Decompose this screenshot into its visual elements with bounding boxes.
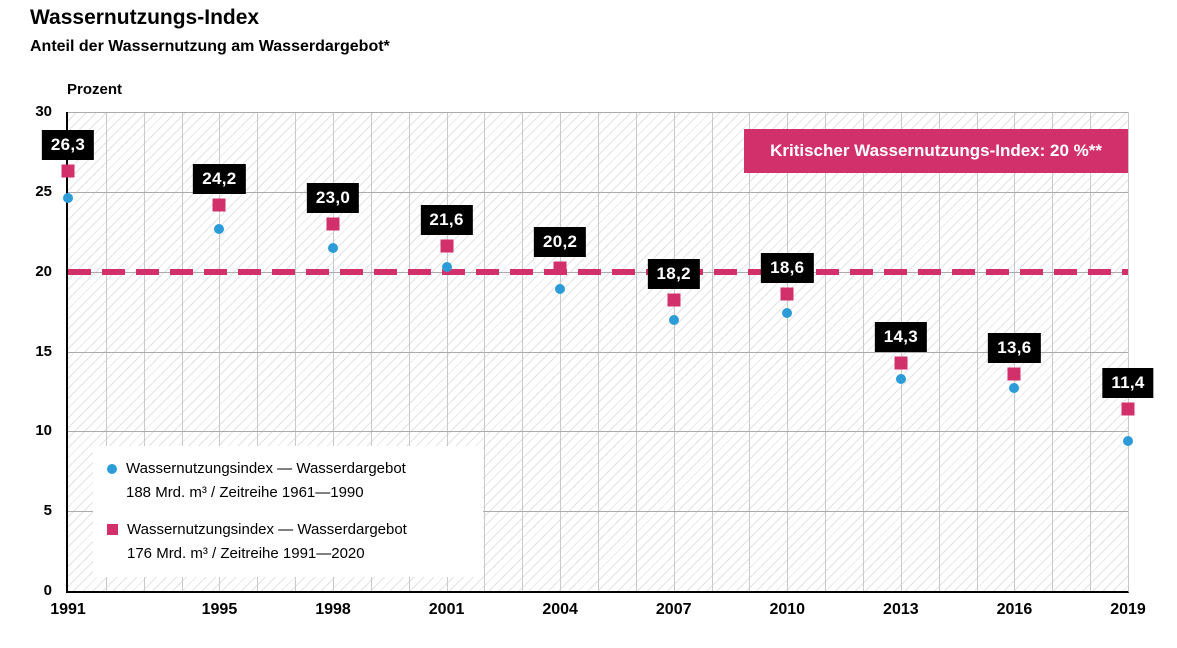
legend-line-2: 176 Mrd. m³ / Zeitreihe 1991—2020 bbox=[127, 545, 365, 562]
legend-line-1: Wassernutzungsindex — Wasserdargebot bbox=[127, 521, 407, 538]
gridline-value-10 bbox=[68, 431, 1128, 433]
data-point-square-2019 bbox=[1121, 402, 1135, 416]
value-label-2016: 13,6 bbox=[988, 332, 1041, 363]
chart-title: Wassernutzungs-Index bbox=[30, 6, 260, 29]
data-point-circle-2019 bbox=[1123, 435, 1133, 446]
blue-circle-marker-icon bbox=[107, 464, 117, 474]
x-tick-1995: 1995 bbox=[201, 601, 238, 618]
data-point-square-1991 bbox=[61, 164, 75, 178]
x-tick-2016: 2016 bbox=[996, 601, 1033, 618]
value-label-2004: 20,2 bbox=[533, 227, 587, 258]
y-tick-15: 15 bbox=[35, 342, 52, 360]
y-tick-5: 5 bbox=[43, 502, 52, 520]
value-label-2007: 18,2 bbox=[647, 259, 700, 290]
value-label-1991: 26,3 bbox=[41, 130, 95, 161]
value-label-1998: 23,0 bbox=[306, 182, 360, 213]
x-tick-1991: 1991 bbox=[50, 601, 86, 618]
gridline-value-5 bbox=[68, 511, 1128, 513]
data-point-circle-2010 bbox=[782, 308, 793, 319]
critical-threshold-dashed-line bbox=[68, 268, 1128, 275]
plot-area: 26,3 24,2 23,0 21,6 20,2 18,2 18,6 14,3 13,6 11,4… bbox=[41, 112, 1154, 593]
data-point-circle-2013 bbox=[895, 373, 906, 384]
data-point-square-2007 bbox=[667, 293, 681, 307]
data-point-square-2004 bbox=[553, 261, 567, 275]
gridline-value-30 bbox=[68, 112, 1128, 113]
data-point-circle-2001 bbox=[441, 261, 452, 272]
x-tick-2010: 2010 bbox=[769, 601, 806, 618]
data-point-circle-1995 bbox=[214, 223, 225, 234]
gridline-value-15 bbox=[68, 351, 1128, 353]
x-tick-1998: 1998 bbox=[315, 601, 351, 618]
data-point-circle-2007 bbox=[668, 314, 679, 325]
data-point-square-2016 bbox=[1007, 367, 1021, 381]
data-point-square-1995 bbox=[212, 198, 226, 212]
x-tick-2019: 2019 bbox=[1110, 601, 1146, 618]
data-point-circle-1998 bbox=[328, 242, 338, 253]
data-point-circle-2016 bbox=[1009, 383, 1020, 394]
x-tick-2007: 2007 bbox=[655, 601, 692, 618]
x-tick-2004: 2004 bbox=[542, 601, 578, 618]
y-axis-unit-label: Prozent bbox=[67, 81, 123, 98]
pink-square-marker-icon bbox=[107, 524, 118, 535]
y-tick-10: 10 bbox=[35, 422, 52, 440]
legend-line-2: 188 Mrd. m³ / Zeitreihe 1961—1990 bbox=[126, 484, 364, 501]
data-point-square-1998 bbox=[326, 217, 340, 231]
y-tick-20: 20 bbox=[35, 262, 52, 280]
data-point-square-2013 bbox=[894, 356, 908, 370]
legend-entry-text: Wassernutzungsindex — Wasserdargebot 176… bbox=[127, 518, 407, 566]
x-tick-2001: 2001 bbox=[428, 601, 465, 618]
y-tick-25: 25 bbox=[35, 182, 52, 200]
value-label-2019: 11,4 bbox=[1102, 367, 1154, 398]
x-tick-2013: 2013 bbox=[883, 601, 919, 618]
data-point-square-2010 bbox=[780, 287, 794, 301]
legend-line-1: Wassernutzungsindex — Wasserdargebot bbox=[126, 460, 406, 477]
legend-entry-1961-1990: Wassernutzungsindex — Wasserdargebot 188… bbox=[107, 457, 469, 505]
y-tick-0: 0 bbox=[43, 582, 52, 599]
data-point-circle-2004 bbox=[555, 284, 566, 295]
y-tick-30: 30 bbox=[35, 103, 52, 120]
value-label-2013: 14,3 bbox=[874, 321, 927, 352]
value-label-2001: 21,6 bbox=[420, 205, 473, 236]
data-point-square-2001 bbox=[440, 239, 454, 253]
data-point-circle-1991 bbox=[63, 193, 73, 204]
legend-entry-1991-2020: Wassernutzungsindex — Wasserdargebot 176… bbox=[107, 518, 469, 566]
critical-threshold-label: Kritischer Wassernutzungs-Index: 20 %** bbox=[744, 129, 1128, 173]
value-label-1995: 24,2 bbox=[193, 163, 246, 194]
chart-subtitle: Anteil der Wassernutzung am Wasserdargeb… bbox=[30, 38, 390, 55]
gridline-value-25 bbox=[68, 191, 1128, 193]
legend: Wassernutzungsindex — Wasserdargebot 188… bbox=[93, 446, 483, 577]
value-label-2010: 18,6 bbox=[761, 253, 814, 284]
legend-entry-text: Wassernutzungsindex — Wasserdargebot 188… bbox=[126, 457, 406, 505]
